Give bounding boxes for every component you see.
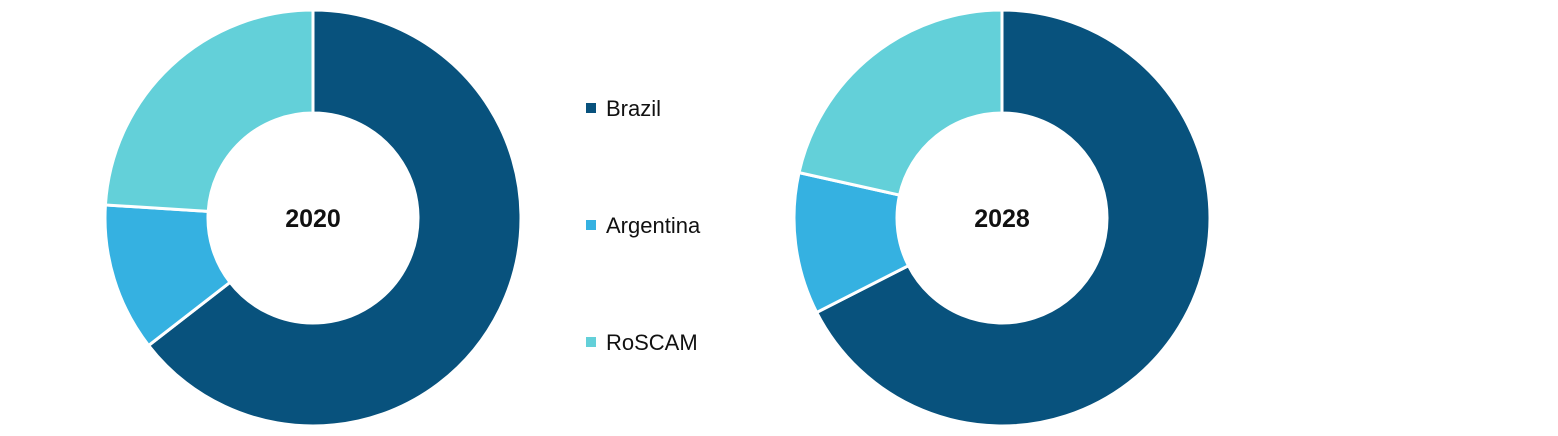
legend-item-brazil: Brazil xyxy=(586,96,661,121)
legend: Brazil Argentina RoSCAM xyxy=(586,96,701,355)
legend-item-roscam: RoSCAM xyxy=(586,330,698,355)
center-label-2028: 2028 xyxy=(974,205,1030,233)
legend-swatch-roscam xyxy=(586,337,596,347)
legend-swatch-argentina xyxy=(586,220,596,230)
slice-brazil-2020 xyxy=(146,8,523,428)
slice-roscam-2020 xyxy=(103,8,315,213)
legend-label-brazil: Brazil xyxy=(606,96,661,121)
legend-label-argentina: Argentina xyxy=(606,213,701,238)
legend-swatch-brazil xyxy=(586,103,596,113)
donut-chart-2028: 2028 xyxy=(792,8,1212,428)
legend-item-argentina: Argentina xyxy=(586,213,701,238)
legend-label-roscam: RoSCAM xyxy=(606,330,698,355)
center-label-2020: 2020 xyxy=(285,205,341,233)
donut-chart-2020: 2020 xyxy=(103,8,523,428)
slice-brazil-2028 xyxy=(814,8,1212,428)
slice-roscam-2028 xyxy=(797,8,1004,197)
